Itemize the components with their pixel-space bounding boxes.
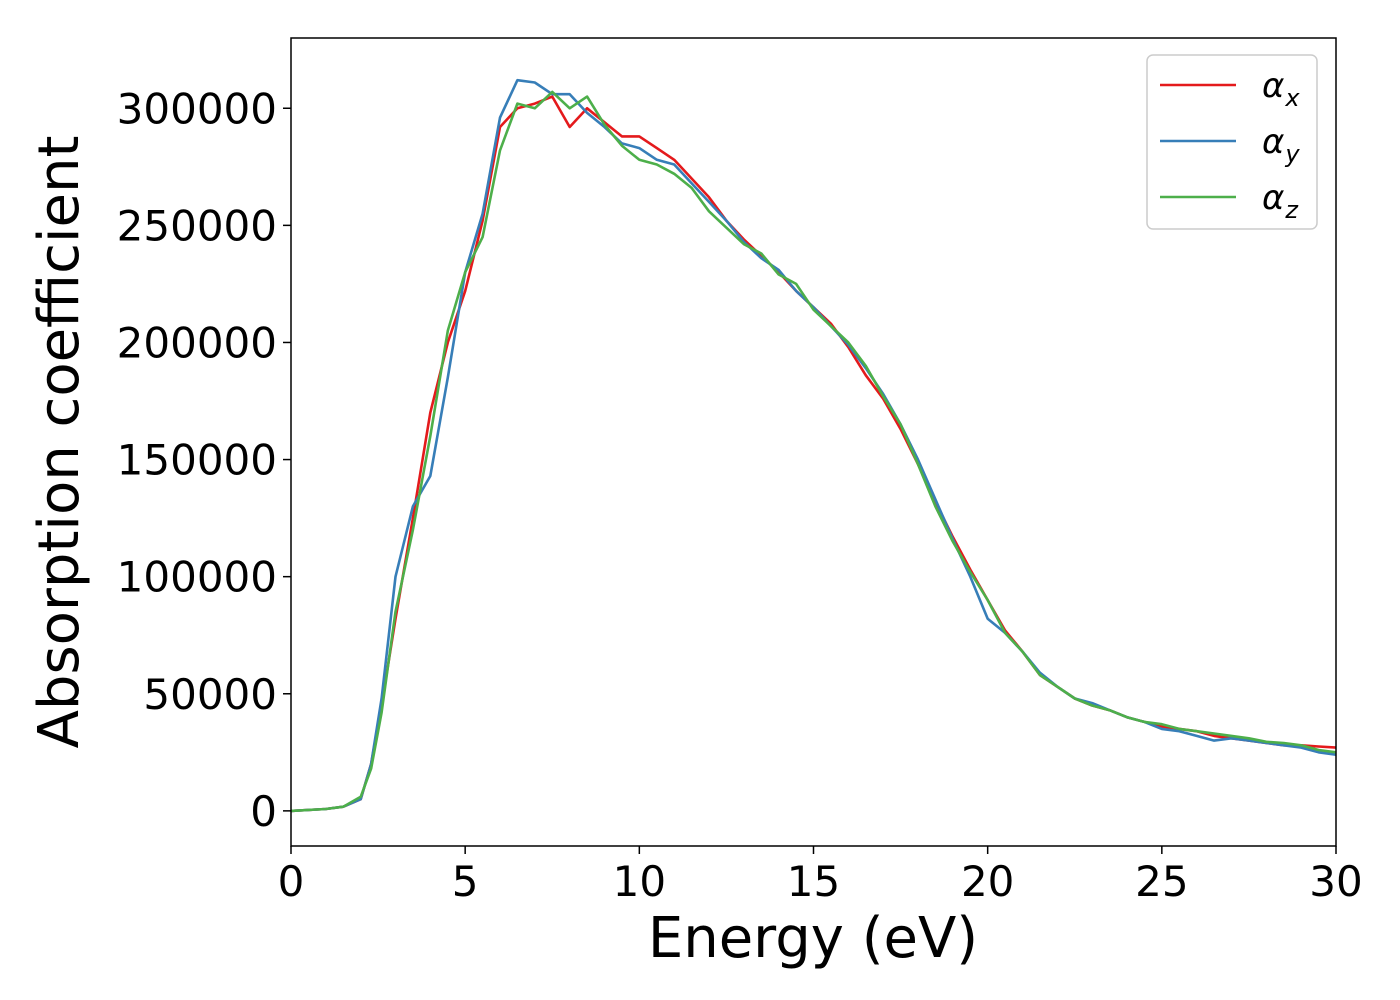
x-tick-label: 30 (1309, 857, 1362, 906)
y-tick-label: 0 (250, 787, 277, 836)
y-tick-label: 250000 (117, 201, 277, 250)
series-line-z (290, 90, 1337, 813)
x-tick-label: 10 (613, 857, 666, 906)
legend-label: αz (1262, 178, 1299, 224)
y-tick-label: 50000 (143, 670, 277, 719)
y-tick-label: 300000 (117, 84, 277, 133)
x-tick-label: 20 (961, 857, 1014, 906)
x-axis-ticks: 0 5 10 15 20 25 30 (278, 846, 1363, 906)
x-tick-label: 5 (452, 857, 479, 906)
y-tick-label: 200000 (117, 318, 277, 367)
y-axis-ticks: 0 50000 100000 150000 200000 250000 300000 (117, 84, 291, 836)
x-axis-label: Energy (eV) (648, 906, 978, 971)
plot-lines (290, 78, 1337, 813)
y-tick-label: 100000 (117, 553, 277, 602)
x-tick-label: 0 (278, 857, 305, 906)
y-axis-label: Absorption coefficient (27, 136, 92, 749)
x-tick-label: 15 (787, 857, 840, 906)
x-tick-label: 25 (1135, 857, 1188, 906)
y-tick-label: 150000 (117, 436, 277, 485)
